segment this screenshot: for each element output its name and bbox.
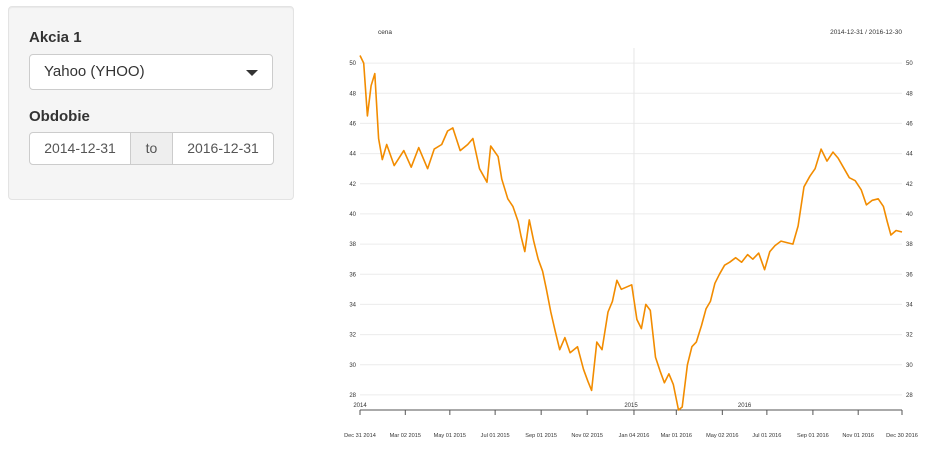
x-tick-label: Nov 02 2015 [571, 433, 603, 439]
x-tick-label: Mar 01 2016 [661, 433, 692, 439]
y-tick-label-right: 28 [906, 393, 913, 399]
chart-title-left: cena [378, 29, 392, 36]
y-tick-label-right: 42 [906, 182, 913, 188]
y-tick-label-right: 48 [906, 91, 913, 97]
date-to-input[interactable]: 2016-12-31 [172, 132, 274, 165]
x-tick-label: Jul 01 2015 [481, 433, 510, 439]
y-tick-label-right: 32 [906, 333, 913, 339]
x-tick-label: Nov 01 2016 [842, 433, 874, 439]
y-tick-label-left: 42 [349, 182, 356, 188]
stock-label: Akcia 1 [29, 29, 82, 46]
y-tick-label-right: 38 [906, 242, 913, 248]
y-tick-label-right: 34 [906, 302, 913, 308]
date-range: 2014-12-31 to 2016-12-31 [29, 132, 274, 165]
sidebar-panel: Akcia 1 Yahoo (YHOO) Obdobie 2014-12-31 … [8, 6, 294, 200]
y-tick-label-left: 36 [349, 272, 356, 278]
x-tick-label: Jan 04 2016 [619, 433, 650, 439]
y-tick-label-right: 46 [906, 121, 913, 127]
x-year-label: 2016 [738, 403, 752, 409]
period-label: Obdobie [29, 108, 90, 125]
y-tick-label-right: 50 [906, 61, 913, 67]
date-from-input[interactable]: 2014-12-31 [29, 132, 131, 165]
x-tick-label: Dec 31 2014 [344, 433, 376, 439]
y-tick-label-right: 36 [906, 272, 913, 278]
y-tick-label-left: 50 [349, 61, 356, 67]
price-chart: 28 28 30 30 32 32 34 34 36 36 38 38 40 40 42 42 44 44 46 46… [344, 29, 918, 439]
y-tick-label-left: 28 [349, 393, 356, 399]
x-tick-label: May 01 2015 [434, 433, 466, 439]
price-line-series [359, 55, 903, 411]
y-tick-label-left: 44 [349, 152, 356, 158]
x-tick-label: Jul 01 2016 [752, 433, 781, 439]
date-range-separator: to [130, 132, 173, 165]
x-tick-label: Mar 02 2015 [390, 433, 421, 439]
y-tick-label-left: 30 [349, 363, 356, 369]
x-tick-label: Dec 30 2016 [886, 433, 918, 439]
x-year-label: 2015 [624, 403, 638, 409]
y-tick-label-left: 38 [349, 242, 356, 248]
x-tick-label: Sep 01 2015 [525, 433, 557, 439]
x-year-label: 2014 [353, 403, 367, 409]
y-tick-label-left: 32 [349, 333, 356, 339]
y-tick-label-left: 46 [349, 121, 356, 127]
y-tick-label-left: 48 [349, 91, 356, 97]
y-tick-label-right: 44 [906, 152, 913, 158]
y-tick-label-right: 40 [906, 212, 913, 218]
x-tick-label: May 02 2016 [706, 433, 738, 439]
y-tick-label-left: 40 [349, 212, 356, 218]
stock-select-value: Yahoo (YHOO) [44, 63, 145, 80]
caret-down-icon [246, 70, 258, 76]
y-tick-label-right: 30 [906, 363, 913, 369]
y-tick-label-left: 34 [349, 302, 356, 308]
chart-title-right: 2014-12-31 / 2016-12-30 [830, 29, 902, 36]
stock-select[interactable]: Yahoo (YHOO) [29, 54, 273, 90]
x-tick-label: Sep 01 2016 [797, 433, 829, 439]
